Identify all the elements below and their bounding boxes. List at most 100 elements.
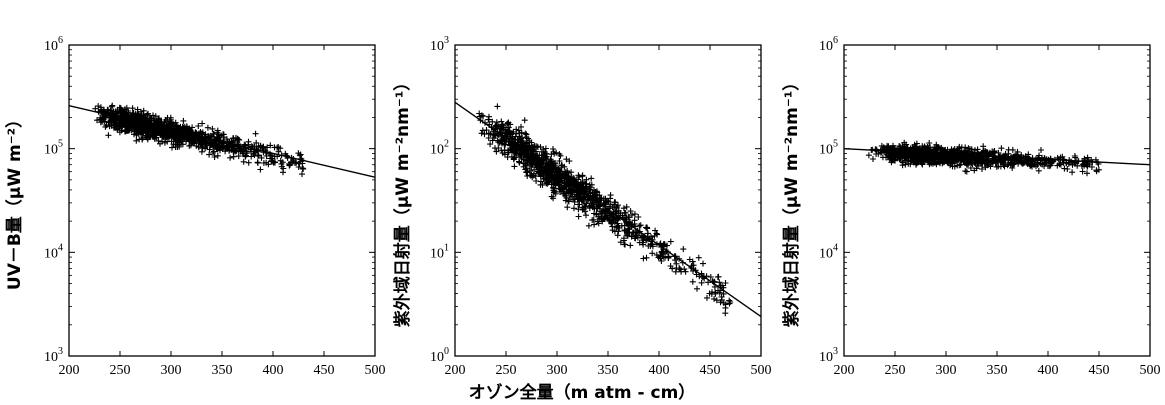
scatter-point: [1084, 154, 1091, 161]
scatter-point: [614, 232, 621, 239]
scatter-point: [726, 300, 733, 307]
scatter-point: [180, 133, 187, 139]
scatter-point: [505, 119, 512, 126]
scatter-point: [255, 143, 262, 150]
scatter-point: [245, 138, 252, 145]
scatter-point: [108, 118, 115, 125]
scatter-point: [1009, 146, 1016, 153]
scatter-point: [652, 227, 659, 234]
scatter-point: [300, 165, 307, 172]
plot-frame: [68, 44, 376, 357]
scatter-point: [133, 126, 140, 133]
scatter-point: [1018, 152, 1025, 159]
scatter-point: [277, 145, 284, 152]
chart-panel-2: 200 250 300 350 400 450 500 100 101 102 103 紫外域日射量（…: [392, 35, 772, 378]
scatter-point: [105, 119, 112, 126]
scatter-point: [502, 141, 509, 148]
scatter-point: [541, 167, 548, 173]
scatter-point: [1059, 153, 1066, 160]
scatter-point: [106, 123, 113, 130]
scatter-point: [498, 124, 505, 131]
scatter-point: [926, 146, 933, 153]
scatter-point: [258, 154, 265, 161]
scatter-point: [562, 197, 569, 204]
scatter-point: [695, 254, 702, 261]
scatter-point: [511, 163, 518, 170]
scatter-point: [925, 145, 932, 152]
scatter-point: [696, 273, 703, 280]
scatter-point: [680, 246, 687, 253]
x-tick-label: 350: [987, 363, 1008, 378]
scatter-point: [220, 131, 227, 138]
scatter-point: [999, 158, 1006, 164]
scatter-point: [117, 122, 124, 129]
scatter-point: [624, 230, 631, 237]
scatter-point: [583, 212, 589, 219]
scatter-point: [257, 166, 264, 173]
scatter-point: [704, 294, 710, 301]
scatter-point: [479, 127, 486, 134]
scatter-point: [198, 139, 205, 145]
scatter-point: [576, 201, 583, 208]
scatter-point: [150, 112, 156, 119]
scatter-point: [213, 145, 220, 152]
scatter-point: [640, 255, 647, 262]
scatter-point: [516, 159, 523, 166]
scatter-point: [943, 157, 950, 163]
scatter-point: [559, 162, 566, 169]
scatter-point: [580, 184, 587, 191]
scatter-point: [501, 138, 508, 145]
scatter-point: [664, 242, 670, 249]
scatter-point: [637, 222, 644, 229]
y-axis-label: 紫外域日射量（μW m⁻²nm⁻¹）: [392, 74, 413, 328]
scatter-point: [494, 103, 501, 110]
scatter-point: [235, 153, 242, 160]
scatter-point: [597, 197, 604, 204]
scatter-point: [569, 189, 576, 196]
scatter-point: [259, 144, 266, 151]
y-tick-label: 100: [430, 346, 449, 365]
scatter-point: [551, 188, 558, 195]
scatter-point: [102, 123, 109, 130]
scatter-point: [722, 310, 729, 317]
scatter-point: [237, 145, 244, 152]
scatter-point: [673, 260, 680, 267]
scatter-point: [900, 159, 906, 166]
scatter-point: [602, 215, 608, 222]
scatter-point: [547, 156, 554, 163]
scatter-point: [130, 123, 137, 130]
scatter-point: [253, 139, 260, 146]
scatter-point: [975, 162, 981, 169]
scatter-point: [660, 241, 667, 248]
scatter-point: [896, 143, 903, 149]
scatter-point: [636, 222, 643, 229]
scatter-point: [529, 160, 536, 167]
scatter-point: [505, 131, 512, 138]
scatter-point: [297, 151, 304, 158]
scatter-point: [164, 132, 171, 139]
scatter-point: [984, 161, 991, 168]
scatter-point: [204, 124, 211, 131]
scatter-point: [151, 133, 158, 140]
scatter-point: [491, 132, 498, 139]
scatter-point: [1057, 161, 1064, 168]
scatter-point: [665, 253, 672, 260]
scatter-point: [1009, 165, 1016, 171]
scatter-point: [960, 152, 966, 159]
scatter-point: [163, 128, 170, 135]
scatter-point: [1079, 168, 1086, 175]
scatter-points: [476, 103, 734, 317]
scatter-point: [974, 158, 980, 165]
scatter-point: [929, 154, 936, 161]
scatter-point: [890, 156, 897, 163]
x-tick-label: 450: [314, 363, 335, 378]
scatter-point: [97, 104, 104, 111]
scatter-point: [590, 204, 597, 210]
scatter-point: [174, 124, 181, 131]
scatter-point: [136, 122, 143, 129]
x-tick-label: 400: [263, 363, 284, 378]
scatter-point: [101, 118, 108, 125]
scatter-point: [557, 185, 563, 192]
scatter-point: [1005, 157, 1011, 164]
scatter-point: [230, 153, 237, 160]
